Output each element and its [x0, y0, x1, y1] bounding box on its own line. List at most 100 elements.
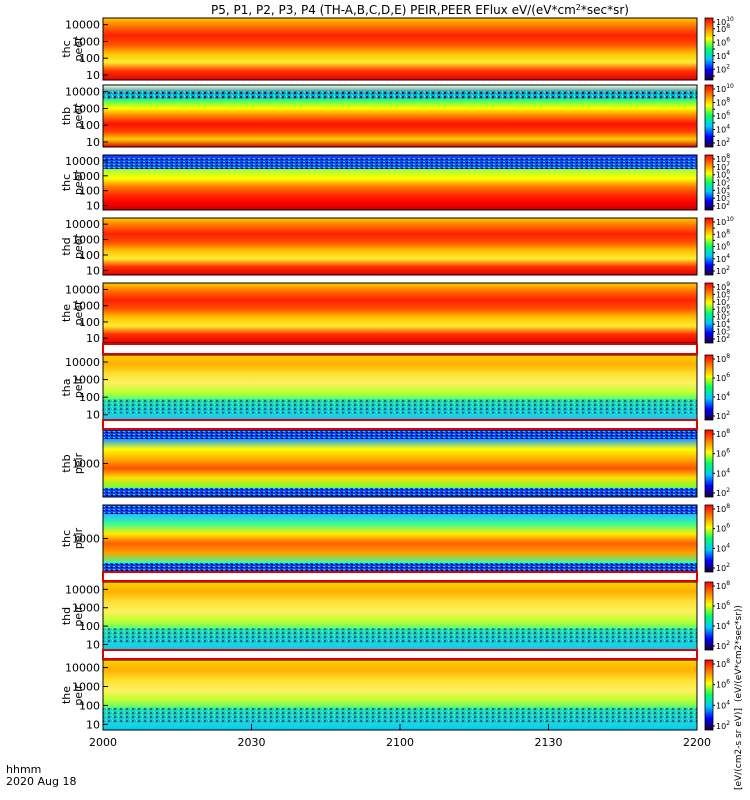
colorbar-tick-label: 106	[716, 600, 730, 611]
panel-separator	[102, 419, 698, 430]
panel-frame	[102, 17, 698, 81]
colorbar-tick-label: 104	[716, 50, 730, 61]
panel-frame	[102, 217, 698, 276]
panel-frame	[102, 154, 698, 211]
colorbar-tick-label: 108	[716, 153, 730, 164]
colorbar-tick-label: 106	[716, 241, 730, 252]
colorbar	[704, 17, 714, 81]
colorbar-tick-label: 108	[716, 428, 730, 439]
y-tick-label: 1000	[72, 234, 100, 247]
colorbar-tick-label: 106	[716, 110, 730, 121]
x-tick-label: 2200	[683, 736, 711, 749]
panel-stack: 10000100010010thcpeer1010108106104102100…	[60, 16, 734, 731]
x-tick-label: 2000	[89, 736, 117, 749]
colorbar-tick-label: 104	[716, 467, 730, 478]
colorbar	[704, 354, 714, 421]
colorbar-tick-label: 104	[716, 391, 730, 402]
colorbar-tick-label: 102	[716, 720, 730, 731]
colorbar-tick-label: 104	[716, 184, 730, 195]
y-tick-label: 1000	[72, 602, 100, 615]
colorbar-tick-label: 108	[716, 580, 730, 591]
x-axis-units: hhmm	[6, 763, 41, 776]
colorbar	[704, 217, 714, 276]
x-axis-date: 2020 Aug 18	[6, 775, 76, 788]
colorbar-tick-label: 108	[716, 228, 730, 239]
y-tick-label: 10000	[65, 583, 100, 596]
colorbar-tick-label: 109	[716, 281, 730, 292]
y-tick-label: 10000	[65, 19, 100, 32]
x-axis: 2000 2030 2100 2130 2200	[89, 724, 711, 749]
y-tick-label: 100	[79, 249, 100, 262]
y-tick-label: 100	[79, 316, 100, 329]
colorbar-tick-label: 104	[716, 253, 730, 264]
colorbar-tick-label: 108	[716, 353, 730, 364]
colorbar-tick-label: 106	[716, 679, 730, 690]
colorbar-tick-label: 104	[716, 699, 730, 710]
noise-band	[103, 91, 697, 99]
y-axis-label: thcpeer	[60, 170, 85, 196]
y-axis-label: thcpeir	[60, 527, 85, 549]
colorbar-tick-label: 105	[716, 177, 730, 188]
panel-separator	[102, 343, 698, 355]
colorbar-tick-label: 104	[716, 318, 730, 329]
y-tick-label: 10000	[65, 662, 100, 675]
y-tick-label: 10	[86, 718, 100, 731]
y-tick-label: 1000	[72, 680, 100, 693]
y-axis-label: thepeer	[60, 300, 85, 326]
colorbar	[704, 429, 714, 498]
y-tick-label: 1000	[72, 300, 100, 313]
colorbar-tick-label: 105	[716, 311, 730, 322]
y-tick-label: 10	[86, 264, 100, 277]
colorbar	[704, 504, 714, 573]
x-tick-label: 2100	[386, 736, 414, 749]
y-tick-label: 1000	[72, 35, 100, 48]
colorbar-tick-label: 108	[716, 658, 730, 669]
colorbar-tick-label: 108	[716, 97, 730, 108]
noise-band	[103, 157, 697, 169]
spectrogram-image	[103, 218, 697, 275]
spectrogram-image	[103, 18, 697, 80]
colorbar-tick-label: 108	[716, 503, 730, 514]
colorbar-tick-label: 104	[716, 620, 730, 631]
colorbar-tick-label: 102	[716, 640, 730, 651]
y-tick-label: 10	[86, 69, 100, 82]
y-axis-label: thbpeir	[60, 452, 85, 474]
colorbar-tick-label: 102	[716, 137, 730, 148]
y-tick-label: 100	[79, 620, 100, 633]
spectrogram-image	[103, 430, 697, 497]
colorbar-tick-label: 102	[716, 200, 730, 211]
y-axis-label: thbpeer	[60, 103, 85, 129]
colorbar-tick-label: 106	[716, 372, 730, 383]
y-tick-label: 100	[79, 185, 100, 198]
noise-band	[103, 707, 697, 723]
colorbar	[704, 282, 714, 344]
noise-band-top	[103, 505, 697, 514]
noise-band	[103, 399, 697, 414]
y-tick-label: 10	[86, 409, 100, 422]
colorbar-label: [eV/(cm2-s sr eV)](eV/(eV*cm2*sec*sr))	[734, 605, 744, 790]
y-tick-label: 10	[86, 136, 100, 149]
colorbar-tick-label: 106	[716, 523, 730, 534]
noise-band-top	[103, 430, 697, 439]
y-tick-label: 1000	[72, 533, 100, 546]
colorbar-tick-label: 102	[716, 487, 730, 498]
y-tick-label: 10000	[65, 283, 100, 296]
colorbar-tick-label: 102	[716, 265, 730, 276]
colorbar-caption: [eV/(cm2-s sr eV)](eV/(eV*cm2*sec*sr))	[734, 605, 744, 790]
colorbar	[704, 84, 714, 148]
colorbar-tick-label: 106	[716, 303, 730, 314]
y-tick-label: 1000	[72, 170, 100, 183]
colorbar-tick-label: 103	[716, 192, 730, 203]
y-tick-label: 10	[86, 638, 100, 651]
y-axis-label: thdpeir	[60, 605, 85, 627]
x-tick-label: 2130	[535, 736, 563, 749]
y-tick-label: 10000	[65, 356, 100, 369]
noise-band-bottom	[103, 488, 697, 497]
y-axis-label: thepeir	[60, 684, 85, 706]
y-tick-label: 100	[79, 391, 100, 404]
colorbar-tick-label: 106	[716, 36, 730, 47]
